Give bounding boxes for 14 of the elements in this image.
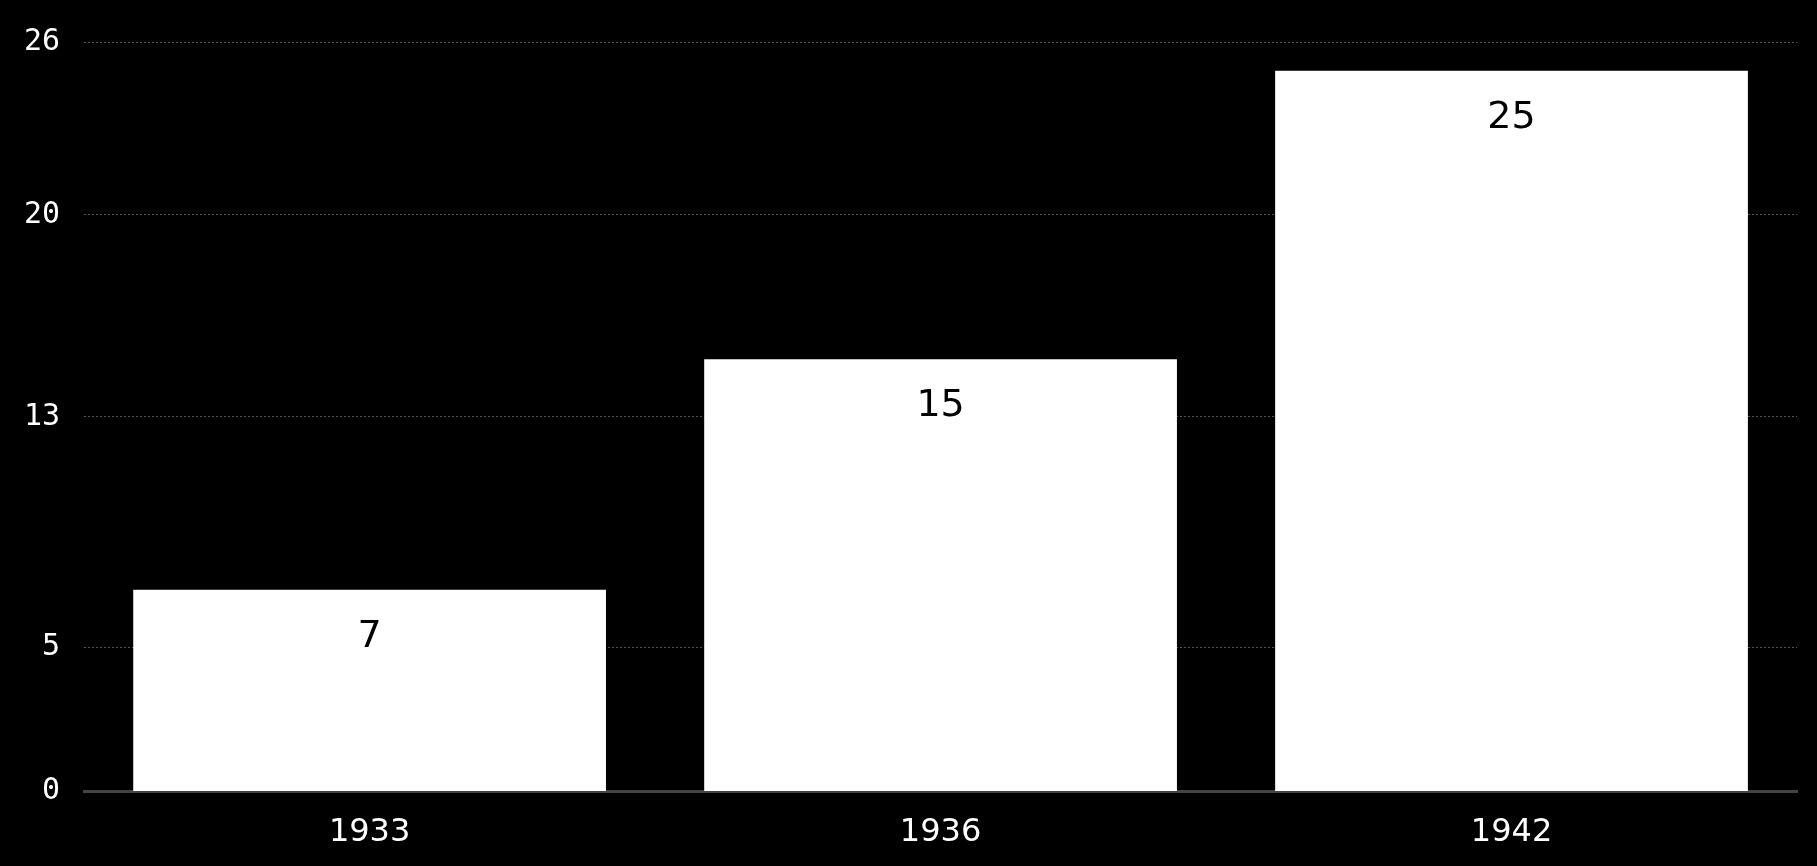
bar [1275, 70, 1748, 792]
y-tick-label: 13 [24, 396, 61, 432]
y-tick-label: 26 [24, 21, 61, 57]
x-tick-label: 1933 [328, 811, 411, 850]
data-label: 15 [916, 381, 965, 426]
bar [133, 589, 606, 792]
data-label: 7 [357, 611, 382, 656]
y-tick-label: 0 [42, 771, 61, 807]
bar [704, 359, 1177, 792]
data-label: 25 [1487, 92, 1536, 137]
x-tick-label: 1936 [899, 811, 982, 850]
x-tick-label: 1942 [1470, 811, 1553, 850]
y-tick-label: 20 [24, 194, 61, 230]
y-tick-label: 5 [42, 627, 61, 663]
